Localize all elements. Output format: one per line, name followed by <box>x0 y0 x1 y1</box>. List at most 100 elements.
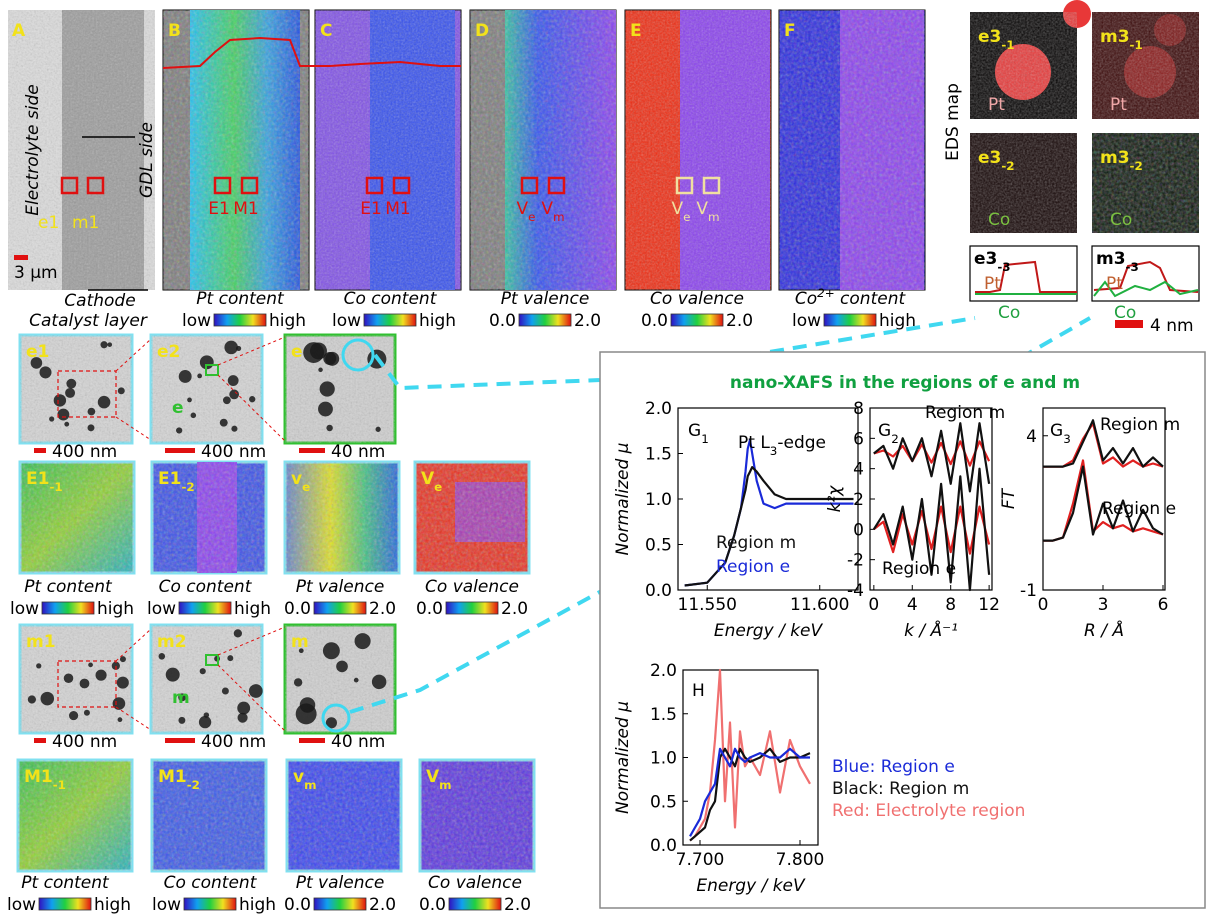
region-label: Ve <box>672 199 691 224</box>
label-part: k²χ <box>825 485 845 513</box>
annotation: Region m <box>1100 415 1180 435</box>
label-part: 2.0 <box>650 661 677 681</box>
label-part: GDL side <box>137 122 157 198</box>
caption: Co2+ content <box>795 286 907 309</box>
label-part: e1 <box>38 213 59 233</box>
panel-letter: F <box>784 21 796 41</box>
particle <box>336 660 348 673</box>
particle <box>187 397 192 403</box>
particle <box>64 421 70 427</box>
label-part: Pt <box>1110 95 1127 115</box>
texture <box>18 760 132 871</box>
profile-pt <box>1093 260 1199 293</box>
colorbar <box>670 313 724 327</box>
label-part: low <box>152 895 181 915</box>
colorbar-high: 2.0 <box>369 895 396 915</box>
label-part: E1 <box>158 469 181 489</box>
chart-label: G3 <box>1050 421 1071 446</box>
label-part: m2 <box>157 632 187 652</box>
colorbar-high: high <box>239 895 276 915</box>
label-part: 400 nm <box>52 442 117 462</box>
colorbar-low: 0.0 <box>489 311 516 331</box>
colorbar <box>38 897 92 911</box>
x-axis-label: k / Å⁻¹ <box>904 619 958 641</box>
label-part: 400 nm <box>52 732 117 752</box>
label-part: -edge <box>777 433 826 453</box>
label-part: low <box>332 311 361 331</box>
particle <box>236 345 242 352</box>
particle <box>53 394 67 407</box>
label-part: G <box>688 421 701 441</box>
label-part: 8 <box>945 595 956 615</box>
series-line <box>1043 465 1164 542</box>
label-part: Co <box>1114 303 1136 323</box>
label-part: M1 <box>385 199 410 219</box>
label-part: 2.0 <box>726 311 753 331</box>
label-part: Region e <box>716 557 790 577</box>
label-part: e1 <box>26 342 49 362</box>
x-axis-label: Energy / keV <box>696 876 806 896</box>
y-tick-label: 0.5 <box>645 536 672 556</box>
scale-label: 40 nm <box>331 732 385 752</box>
y-tick-label: 8 <box>853 399 864 419</box>
label-part: 40 nm <box>331 442 385 462</box>
colorbar <box>178 601 232 615</box>
colorbar-high: 2.0 <box>504 895 531 915</box>
scale-label: 400 nm <box>201 732 266 752</box>
region-label: M1 <box>233 199 258 219</box>
particle <box>326 424 333 432</box>
label-part: -4 <box>847 581 864 601</box>
particle <box>325 351 340 366</box>
label-part: m1 <box>72 213 99 233</box>
label-part: Co valence <box>650 289 744 309</box>
legend-entry: Blue: Region e <box>832 757 955 777</box>
colorbar-high: 2.0 <box>501 599 528 619</box>
label-part: m <box>172 688 190 708</box>
element-label: Pt <box>1110 95 1127 115</box>
y-axis-label: Normalized μ <box>613 442 633 555</box>
texture <box>20 335 132 443</box>
caption: Co content <box>159 577 253 597</box>
profile-box <box>1091 245 1200 302</box>
particle <box>116 676 129 689</box>
colorbar-low: 0.0 <box>641 311 668 331</box>
region-label: e1 <box>38 213 59 233</box>
region-box <box>547 176 566 195</box>
label-part: Co valence <box>428 873 522 893</box>
map-label: E1-1 <box>26 469 63 494</box>
label-part: high <box>234 599 271 619</box>
map-label: E1-2 <box>158 469 195 494</box>
colorbar-high: 2.0 <box>574 311 601 331</box>
label-part: Co content <box>164 873 258 893</box>
particle <box>221 687 229 695</box>
map-label: Vm <box>426 767 452 792</box>
series-line <box>689 747 810 837</box>
label-part: 1.0 <box>650 749 677 769</box>
particle <box>237 701 251 715</box>
element-label: Pt <box>988 95 1005 115</box>
label-part: v <box>293 767 304 787</box>
particle <box>322 642 340 660</box>
profile-label: m3-3 <box>1096 249 1139 274</box>
y-tick-label: 0 <box>853 520 864 540</box>
caption: Co valence <box>425 577 519 597</box>
region-marker: m <box>172 688 190 708</box>
particle <box>79 678 90 689</box>
particle <box>295 703 317 725</box>
region-label: m1 <box>72 213 99 233</box>
particle <box>371 674 387 690</box>
texture <box>779 10 925 290</box>
label-part: Cathode <box>64 291 135 311</box>
label-part: m3 <box>1100 27 1130 47</box>
particle <box>219 418 228 427</box>
scale-label: 400 nm <box>201 442 266 462</box>
particle <box>176 427 183 434</box>
particle <box>65 387 76 398</box>
label-part: high <box>97 599 134 619</box>
y-tick-label: 2 <box>853 490 864 510</box>
y-tick-label: 1.5 <box>645 445 672 465</box>
particle <box>69 711 79 721</box>
texture <box>315 10 461 290</box>
particle <box>112 697 126 710</box>
label-part: Region e <box>1102 499 1176 519</box>
